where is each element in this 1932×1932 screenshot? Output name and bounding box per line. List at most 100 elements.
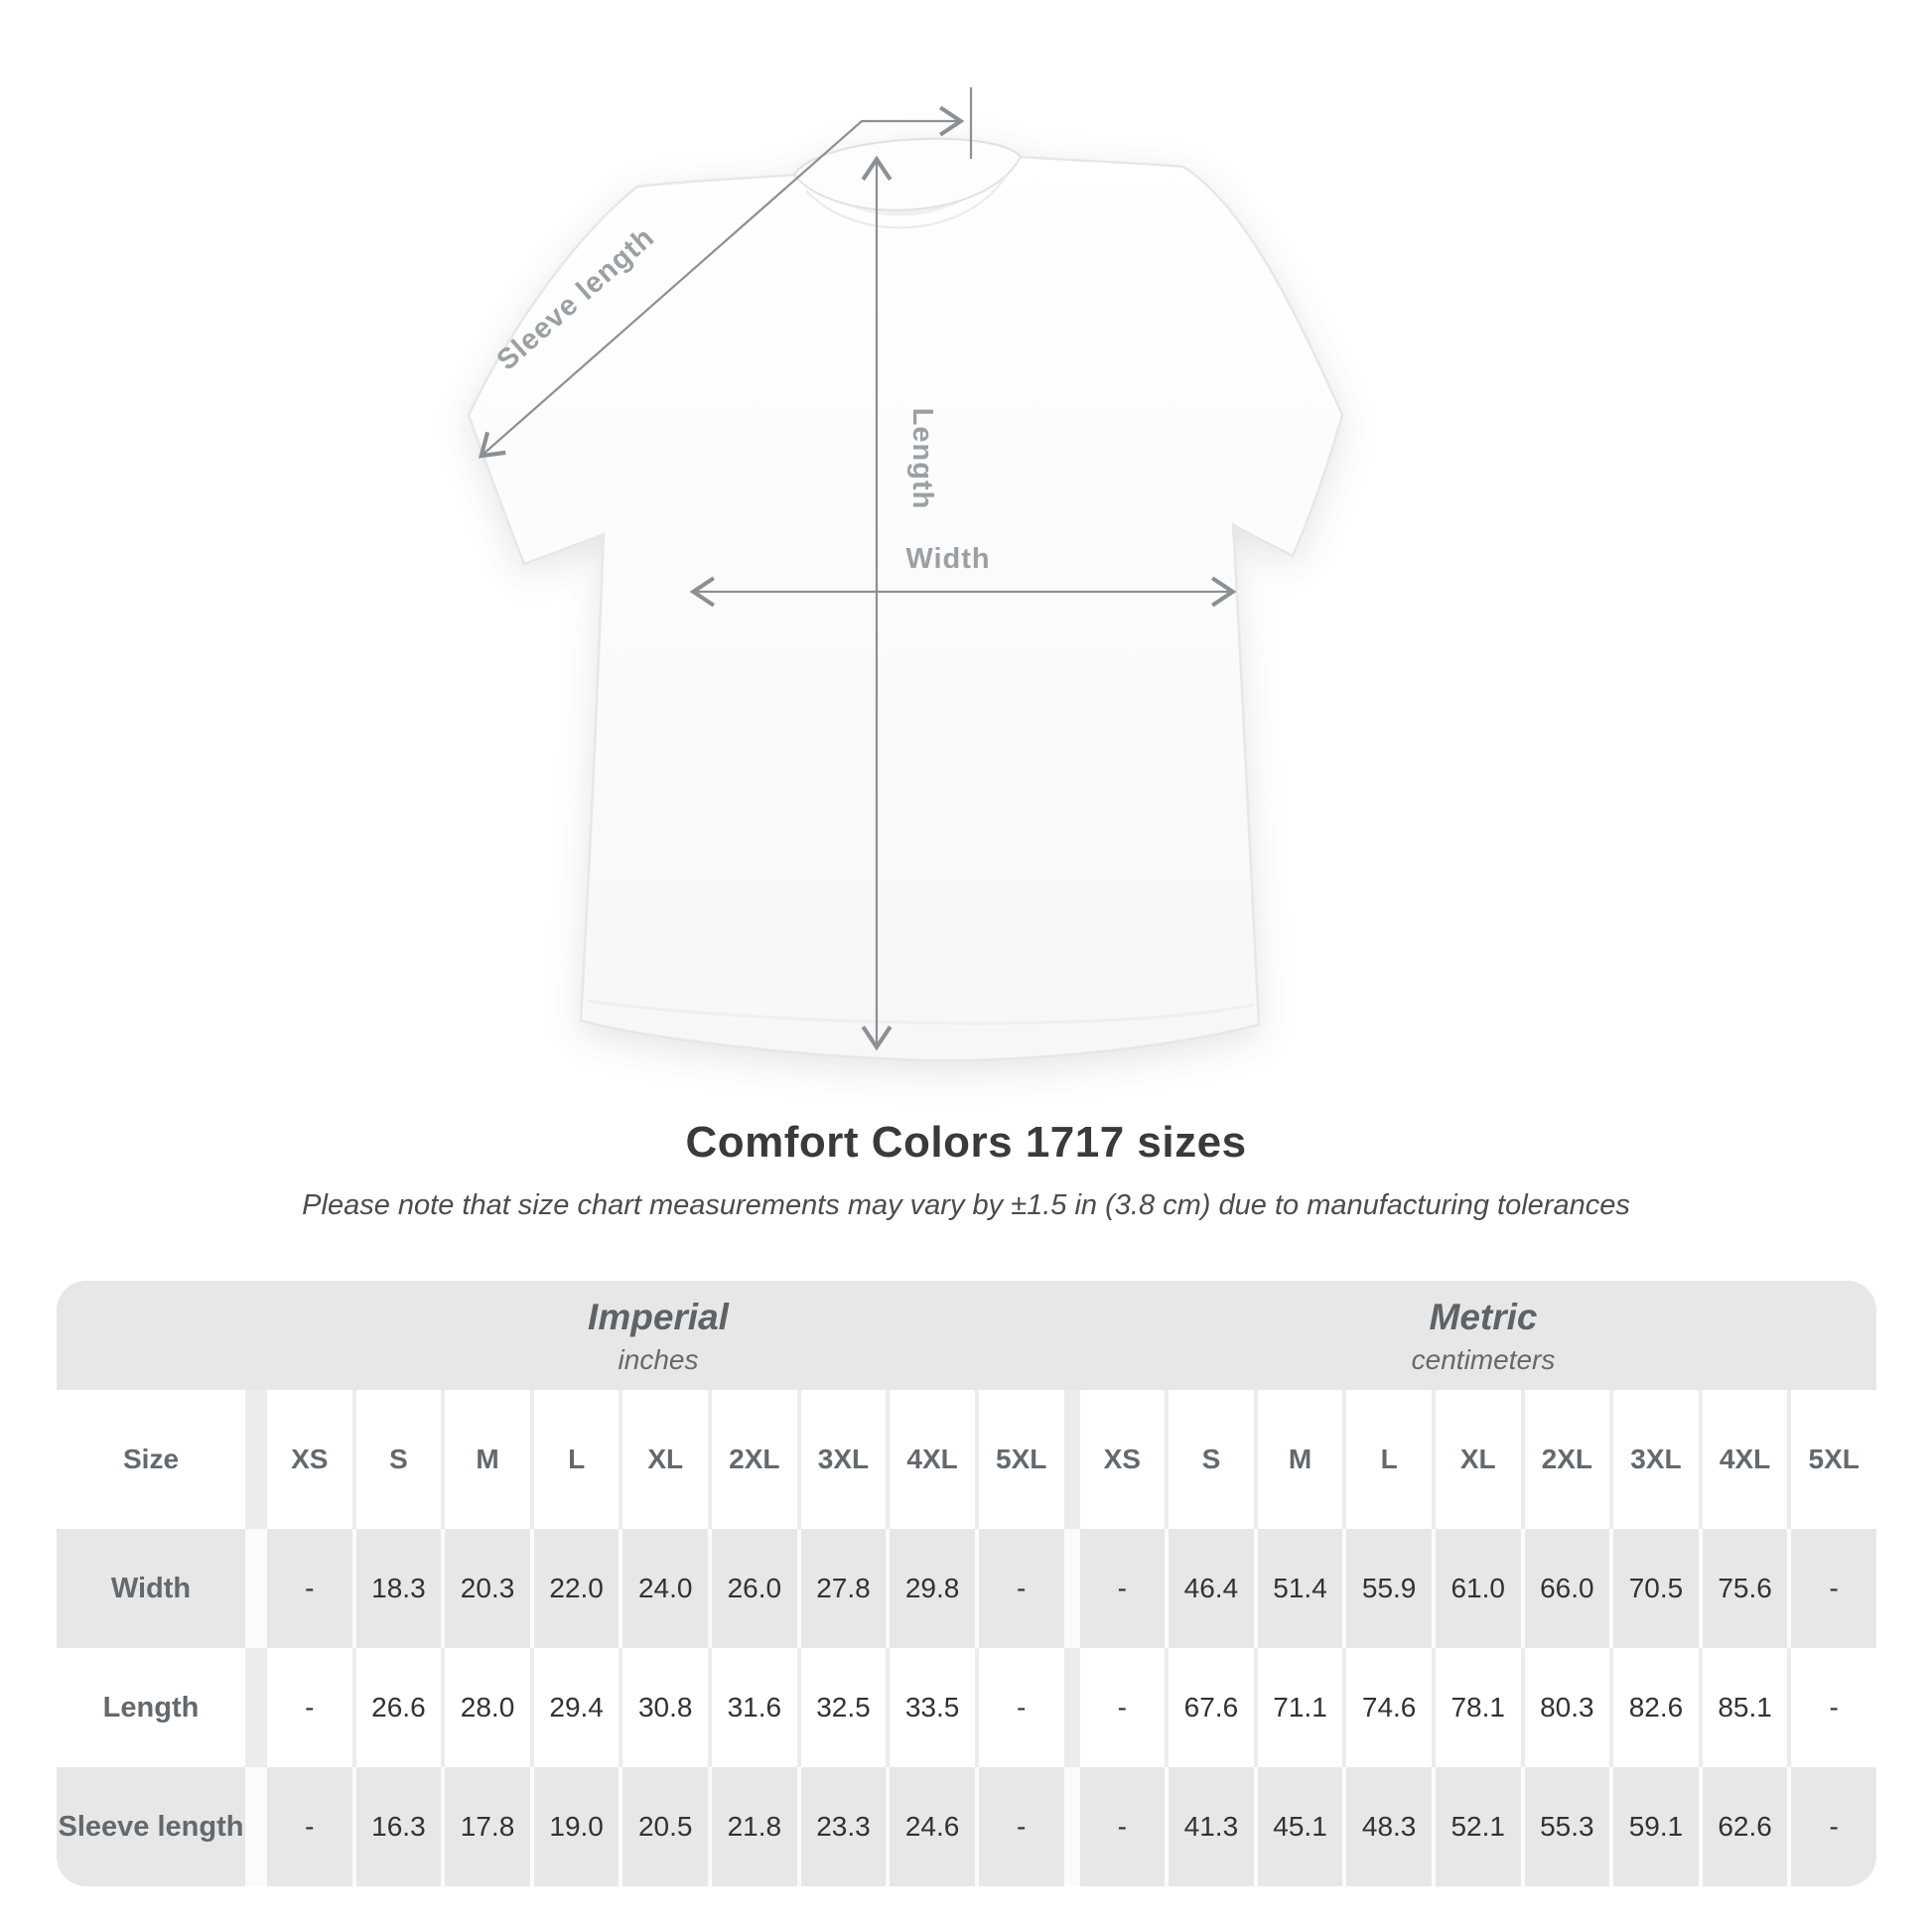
size-header-imperial-xs: XS: [267, 1390, 352, 1529]
metric-sublabel: centimeters: [1411, 1344, 1556, 1375]
row-label-width: Width: [57, 1529, 245, 1648]
width-metric-m: 51.4: [1257, 1529, 1343, 1648]
sleeve-metric-m: 45.1: [1257, 1767, 1343, 1886]
length-metric-xl: 78.1: [1435, 1648, 1521, 1767]
width-metric-xl: 61.0: [1435, 1529, 1521, 1648]
column-gutter: [249, 1390, 263, 1529]
unit-header-band: Imperial inches Metric centimeters: [57, 1281, 1876, 1390]
sleeve-metric-l: 48.3: [1346, 1767, 1432, 1886]
sleeve-imperial-s: 16.3: [355, 1767, 442, 1886]
length-imperial-xl: 30.8: [622, 1648, 709, 1767]
length-imperial-xs: -: [267, 1648, 352, 1767]
column-gutter: [249, 1529, 263, 1648]
length-imperial-m: 28.0: [445, 1648, 530, 1767]
sleeve-metric-2xl: 55.3: [1524, 1767, 1610, 1886]
size-header-metric-s: S: [1169, 1390, 1254, 1529]
column-gutter: [249, 1648, 263, 1767]
table-row-length: Length - 26.6 28.0 29.4 30.8 31.6 32.5 3…: [57, 1648, 1876, 1767]
length-metric-l: 74.6: [1346, 1648, 1432, 1767]
size-header-metric-xl: XL: [1435, 1390, 1521, 1529]
width-imperial-3xl: 27.8: [800, 1529, 887, 1648]
width-metric-3xl: 70.5: [1613, 1529, 1699, 1648]
tshirt-hem-seam: [587, 999, 1254, 1026]
size-header-imperial-5xl: 5XL: [978, 1390, 1064, 1529]
size-header-metric-m: M: [1257, 1390, 1343, 1529]
width-imperial-2xl: 26.0: [712, 1529, 797, 1648]
size-column-header: Size: [57, 1390, 245, 1529]
metric-label: Metric: [1429, 1297, 1538, 1337]
sleeve-imperial-3xl: 23.3: [800, 1767, 887, 1886]
sleeve-metric-xs: -: [1079, 1767, 1166, 1886]
width-metric-5xl: -: [1791, 1529, 1876, 1648]
width-imperial-xl: 24.0: [622, 1529, 709, 1648]
row-label-length: Length: [57, 1648, 245, 1767]
length-imperial-3xl: 32.5: [800, 1648, 887, 1767]
length-label: Length: [906, 408, 938, 510]
size-header-metric-3xl: 3XL: [1613, 1390, 1699, 1529]
length-metric-m: 71.1: [1257, 1648, 1343, 1767]
size-header-row: Size XS S M L XL 2XL 3XL 4XL 5XL XS S M …: [57, 1390, 1876, 1529]
length-imperial-l: 29.4: [533, 1648, 620, 1767]
width-imperial-5xl: -: [978, 1529, 1064, 1648]
size-header-imperial-4xl: 4XL: [890, 1390, 975, 1529]
width-imperial-s: 18.3: [355, 1529, 442, 1648]
imperial-sublabel: inches: [618, 1344, 699, 1375]
size-header-metric-4xl: 4XL: [1702, 1390, 1788, 1529]
table-row-width: Width - 18.3 20.3 22.0 24.0 26.0 27.8 29…: [57, 1529, 1876, 1648]
half-gutter: [1068, 1648, 1076, 1767]
sleeve-imperial-4xl: 24.6: [890, 1767, 975, 1886]
width-metric-s: 46.4: [1169, 1529, 1254, 1648]
sleeve-imperial-m: 17.8: [445, 1767, 530, 1886]
row-label-sleeve-length: Sleeve length: [57, 1767, 245, 1886]
length-imperial-s: 26.6: [355, 1648, 442, 1767]
sleeve-metric-s: 41.3: [1169, 1767, 1254, 1886]
half-gutter: [1068, 1390, 1076, 1529]
width-metric-xs: -: [1079, 1529, 1166, 1648]
size-header-metric-2xl: 2XL: [1524, 1390, 1610, 1529]
size-header-imperial-2xl: 2XL: [712, 1390, 797, 1529]
length-metric-xs: -: [1079, 1648, 1166, 1767]
length-metric-4xl: 85.1: [1702, 1648, 1788, 1767]
imperial-label: Imperial: [588, 1297, 729, 1337]
sleeve-metric-4xl: 62.6: [1702, 1767, 1788, 1886]
size-header-metric-5xl: 5XL: [1791, 1390, 1876, 1529]
size-header-metric-xs: XS: [1079, 1390, 1166, 1529]
sleeve-imperial-xs: -: [267, 1767, 352, 1886]
length-metric-s: 67.6: [1169, 1648, 1254, 1767]
width-metric-2xl: 66.0: [1524, 1529, 1610, 1648]
size-header-imperial-s: S: [355, 1390, 442, 1529]
size-header-metric-l: L: [1346, 1390, 1432, 1529]
sleeve-metric-xl: 52.1: [1435, 1767, 1521, 1886]
length-metric-3xl: 82.6: [1613, 1648, 1699, 1767]
width-imperial-4xl: 29.8: [890, 1529, 975, 1648]
sleeve-metric-3xl: 59.1: [1613, 1767, 1699, 1886]
half-gutter: [1068, 1529, 1076, 1648]
sleeve-length-arrow: [478, 105, 965, 459]
length-imperial-5xl: -: [978, 1648, 1064, 1767]
size-header-imperial-l: L: [533, 1390, 620, 1529]
table-row-sleeve-length: Sleeve length - 16.3 17.8 19.0 20.5 21.8…: [57, 1767, 1876, 1886]
width-metric-4xl: 75.6: [1702, 1529, 1788, 1648]
length-imperial-2xl: 31.6: [712, 1648, 797, 1767]
imperial-header: Imperial inches: [271, 1295, 1045, 1380]
metric-header: Metric centimeters: [1096, 1295, 1870, 1380]
length-metric-5xl: -: [1791, 1648, 1876, 1767]
tolerance-note: Please note that size chart measurements…: [302, 1189, 1630, 1221]
width-metric-l: 55.9: [1346, 1529, 1432, 1648]
page-title: Comfort Colors 1717 sizes: [685, 1118, 1247, 1167]
half-gutter: [1068, 1767, 1076, 1886]
size-table: Imperial inches Metric centimeters Size …: [57, 1281, 1876, 1886]
width-imperial-l: 22.0: [533, 1529, 620, 1648]
width-label: Width: [905, 543, 990, 575]
sleeve-imperial-xl: 20.5: [622, 1767, 709, 1886]
column-gutter: [249, 1767, 263, 1886]
size-header-imperial-m: M: [445, 1390, 530, 1529]
sleeve-imperial-2xl: 21.8: [712, 1767, 797, 1886]
length-imperial-4xl: 33.5: [890, 1648, 975, 1767]
length-metric-2xl: 80.3: [1524, 1648, 1610, 1767]
sleeve-metric-5xl: -: [1791, 1767, 1876, 1886]
size-header-imperial-3xl: 3XL: [800, 1390, 887, 1529]
width-imperial-xs: -: [267, 1529, 352, 1648]
sleeve-imperial-l: 19.0: [533, 1767, 620, 1886]
width-imperial-m: 20.3: [445, 1529, 530, 1648]
